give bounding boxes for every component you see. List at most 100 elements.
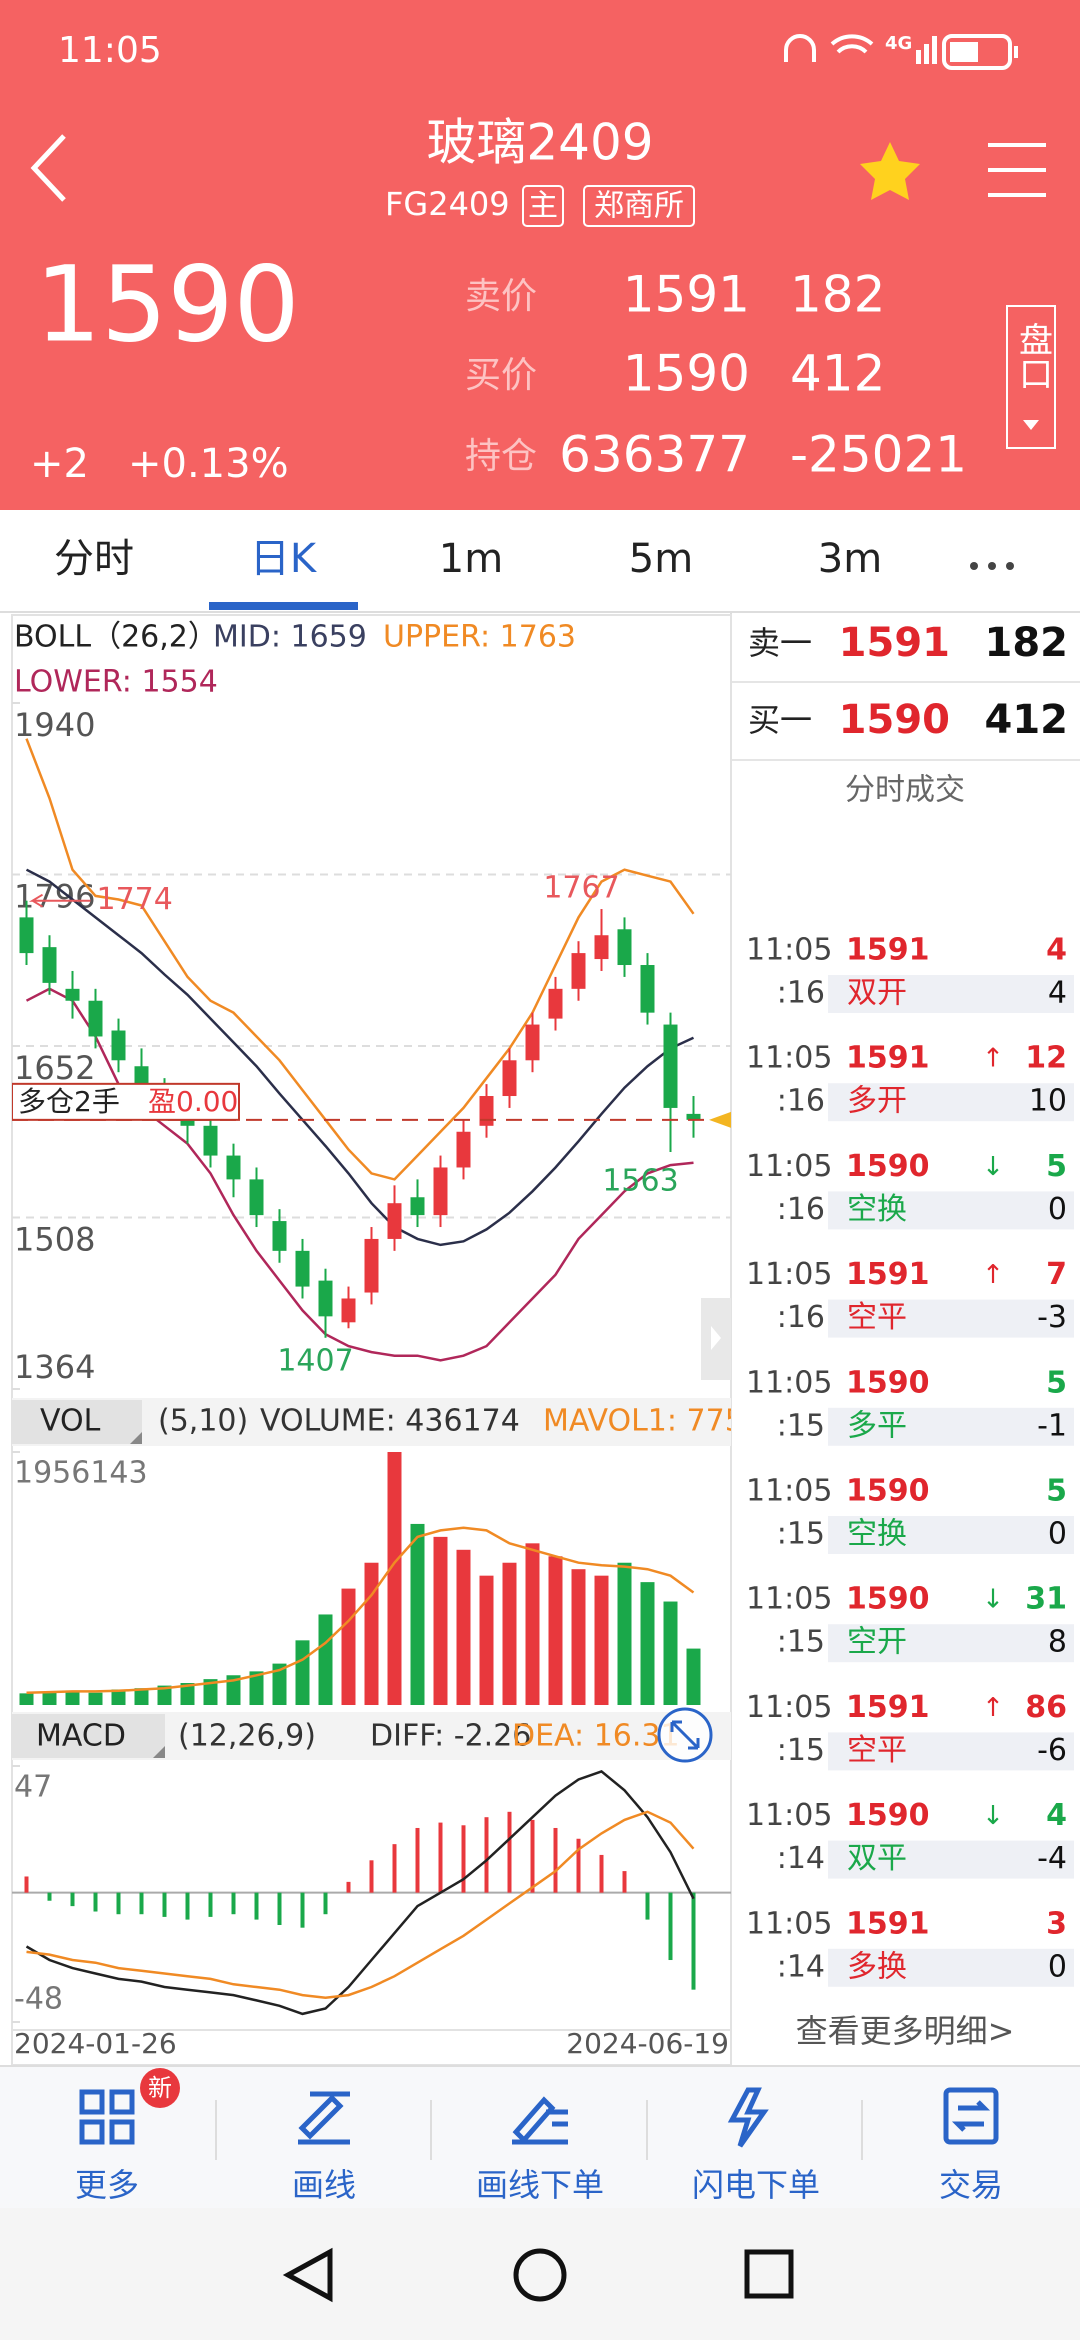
boll-line bbox=[25, 987, 694, 1362]
trade-type: 空平 bbox=[847, 1733, 907, 1768]
bar bbox=[507, 1811, 512, 1893]
trade-oi-change: 0 bbox=[1048, 1949, 1067, 1984]
bar bbox=[387, 1452, 402, 1705]
trade-volume: 5 bbox=[1046, 1149, 1067, 1184]
bar bbox=[42, 1692, 57, 1705]
nav-label[interactable]: 更多 bbox=[75, 2166, 139, 2204]
bar bbox=[599, 1854, 604, 1893]
legend-item: DIFF: -2.26 bbox=[370, 1719, 531, 1754]
system-nav-icons[interactable] bbox=[282, 2247, 794, 2303]
trade-time: 11:05 bbox=[746, 1906, 832, 1941]
position-box bbox=[12, 1082, 240, 1121]
trade-time: 11:05 bbox=[746, 1041, 832, 1076]
trade-oi-change: -6 bbox=[1037, 1733, 1067, 1768]
nav-label[interactable]: 闪电下单 bbox=[692, 2166, 820, 2204]
status-icons bbox=[784, 34, 1018, 70]
menu[interactable] bbox=[988, 143, 1046, 197]
status-time: 11:05 bbox=[58, 30, 162, 71]
bar bbox=[640, 1582, 655, 1705]
trade-type: 空平 bbox=[847, 1300, 907, 1335]
trade-volume: 86 bbox=[1025, 1690, 1067, 1725]
trade-row-bg bbox=[828, 1299, 1074, 1338]
trade-time: 11:05 bbox=[746, 1257, 832, 1292]
macd-indicator-box[interactable] bbox=[12, 1714, 165, 1758]
depth-label[interactable]: 盘口 bbox=[1013, 322, 1053, 390]
candle-body bbox=[617, 929, 632, 966]
candle-body bbox=[433, 1167, 448, 1216]
signal bbox=[916, 36, 937, 64]
trade-row-bg bbox=[828, 1624, 1074, 1663]
trade-type: 双平 bbox=[847, 1841, 907, 1876]
legend-item: UPPER: 1763 bbox=[383, 620, 576, 655]
y-tick-label: 1364 bbox=[14, 1348, 95, 1386]
nav-label[interactable]: 画线下单 bbox=[476, 2166, 604, 2204]
last-price: 1590 bbox=[35, 243, 300, 365]
candle-body bbox=[272, 1221, 287, 1251]
candle-body bbox=[364, 1238, 379, 1293]
bar bbox=[24, 1876, 29, 1893]
trade-time: 11:05 bbox=[746, 1149, 832, 1184]
trade-arrow: ↓ bbox=[982, 1152, 1004, 1182]
candle-body bbox=[640, 965, 655, 1013]
tab[interactable]: 3m bbox=[818, 536, 882, 582]
extreme-label: 1767 bbox=[543, 871, 619, 906]
bar bbox=[47, 1892, 52, 1901]
indicator-params: (12,26,9) bbox=[178, 1719, 316, 1754]
bar bbox=[231, 1892, 236, 1915]
trade-row-bg bbox=[828, 1191, 1074, 1230]
trade-time: 11:05 bbox=[746, 1365, 832, 1400]
tab[interactable]: 日K bbox=[250, 536, 318, 582]
bar bbox=[180, 1683, 195, 1705]
nav-label[interactable]: 画线 bbox=[292, 2166, 356, 2204]
book-price: 1591 bbox=[839, 620, 950, 666]
bar bbox=[576, 1838, 581, 1893]
bar bbox=[295, 1640, 310, 1705]
trade-row-bg bbox=[828, 1083, 1074, 1122]
trade-oi-change: 0 bbox=[1048, 1517, 1067, 1552]
trade-second: :15 bbox=[777, 1517, 825, 1552]
bar bbox=[663, 1601, 678, 1705]
legend-item: DEA: 16.31 bbox=[512, 1719, 680, 1754]
book-volume: 182 bbox=[985, 620, 1069, 666]
bar bbox=[433, 1536, 448, 1705]
trade-price: 1591 bbox=[846, 933, 930, 968]
favorite-star[interactable] bbox=[860, 142, 920, 200]
nav-label[interactable]: 交易 bbox=[939, 2166, 1003, 2204]
bar bbox=[668, 1892, 673, 1961]
depth-button[interactable] bbox=[1006, 305, 1056, 449]
bar bbox=[369, 1860, 374, 1893]
bar bbox=[323, 1892, 328, 1915]
candle-body bbox=[249, 1179, 264, 1216]
badge bbox=[140, 2068, 180, 2108]
candle-body bbox=[19, 917, 34, 954]
tab[interactable]: 1m bbox=[439, 536, 503, 582]
trade-time: 11:05 bbox=[746, 933, 832, 968]
more-tabs[interactable] bbox=[970, 562, 1014, 570]
bar bbox=[341, 1588, 356, 1705]
candle-body bbox=[410, 1197, 425, 1216]
candle-body bbox=[479, 1096, 494, 1126]
candle-body bbox=[663, 1024, 678, 1108]
trades-title: 分时成交 bbox=[845, 773, 965, 808]
y-tick-label: 1796 bbox=[14, 878, 95, 916]
trade-row-bg bbox=[828, 1840, 1074, 1879]
trade-price: 1590 bbox=[846, 1798, 930, 1833]
quote-value: 636377 bbox=[559, 426, 750, 484]
quote-value: 182 bbox=[790, 266, 885, 324]
corner bbox=[153, 1746, 165, 1758]
bar bbox=[254, 1892, 259, 1920]
trade-arrow: ↑ bbox=[982, 1260, 1004, 1290]
back-button[interactable] bbox=[30, 134, 66, 202]
quote-value: 1590 bbox=[623, 345, 750, 403]
bar bbox=[364, 1562, 379, 1705]
tab[interactable]: 分时 bbox=[54, 536, 134, 582]
change: +2 bbox=[30, 441, 89, 487]
tab[interactable]: 5m bbox=[629, 536, 693, 582]
more-link[interactable]: 查看更多明细> bbox=[796, 2012, 1015, 2050]
nav-bg bbox=[0, 2066, 1080, 2208]
trade-row-bg bbox=[828, 1516, 1074, 1554]
vol-indicator-box[interactable] bbox=[12, 1400, 142, 1444]
bar bbox=[645, 1892, 650, 1920]
trade-type: 空换 bbox=[847, 1517, 907, 1552]
y-tick-label: 47 bbox=[14, 1770, 52, 1805]
